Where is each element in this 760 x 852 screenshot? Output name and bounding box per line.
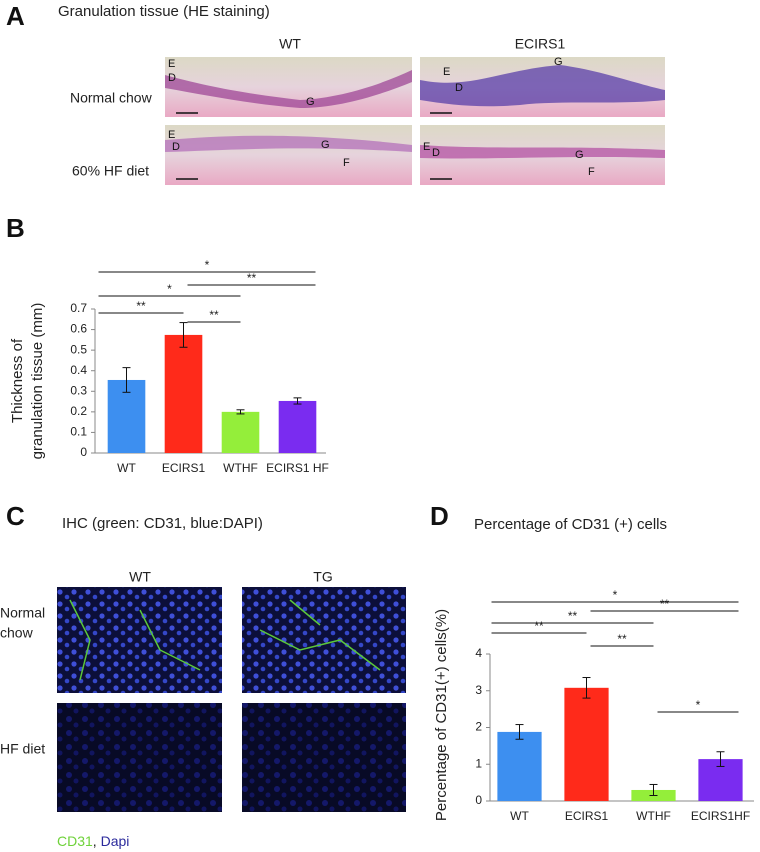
image-label: D bbox=[172, 141, 180, 153]
x-tick-label: WT bbox=[510, 809, 529, 823]
tissue bbox=[420, 65, 665, 107]
panel-letter: D bbox=[430, 501, 449, 531]
y-tick-label: 2 bbox=[475, 720, 482, 734]
image-label: D bbox=[455, 82, 463, 94]
ihc-image bbox=[57, 703, 222, 812]
image-label: E bbox=[168, 129, 175, 141]
row-label: HF diet bbox=[0, 741, 45, 757]
bar bbox=[164, 334, 203, 453]
image-label: E bbox=[443, 66, 450, 78]
image-label: E bbox=[423, 141, 430, 153]
significance-label: ** bbox=[247, 271, 257, 285]
image-label: G bbox=[306, 96, 315, 108]
significance-label: ** bbox=[534, 619, 544, 633]
vessel bbox=[259, 599, 381, 671]
significance-label: ** bbox=[209, 308, 219, 322]
significance-label: * bbox=[696, 698, 701, 712]
vessel bbox=[69, 599, 201, 681]
panel-letter: A bbox=[6, 1, 25, 31]
legend-entry: Dapi bbox=[101, 833, 130, 849]
legend-entry: CD31 bbox=[57, 833, 93, 849]
row-label: 60% HF diet bbox=[72, 163, 149, 179]
significance-label: ** bbox=[136, 299, 146, 313]
significance-label: * bbox=[205, 258, 210, 272]
y-axis-label: granulation tissue (mm) bbox=[29, 303, 46, 460]
he-images bbox=[165, 57, 665, 185]
column-label: TG bbox=[313, 569, 332, 585]
image-label: D bbox=[432, 147, 440, 159]
significance-label: ** bbox=[568, 609, 578, 623]
y-tick-label: 0.6 bbox=[70, 322, 87, 336]
x-tick-label: WTHF bbox=[223, 461, 258, 475]
he-image bbox=[165, 125, 412, 185]
significance-label: ** bbox=[617, 632, 627, 646]
y-tick-label: 1 bbox=[475, 756, 482, 770]
significance-label: * bbox=[167, 282, 172, 296]
image-label: G bbox=[554, 56, 563, 68]
y-tick-label: 0.5 bbox=[70, 342, 87, 356]
bar bbox=[278, 400, 317, 453]
significance-label: * bbox=[613, 588, 618, 602]
tissue bbox=[165, 135, 412, 152]
ihc-image bbox=[57, 587, 222, 693]
image-label: G bbox=[575, 149, 584, 161]
image-label: E bbox=[168, 58, 175, 70]
tissue bbox=[420, 145, 665, 159]
y-tick-label: 0 bbox=[475, 793, 482, 807]
x-tick-label: ECIRS1 bbox=[162, 461, 206, 475]
significance-label: ** bbox=[660, 597, 670, 611]
x-tick-label: WT bbox=[117, 461, 136, 475]
row-label: Normal bbox=[0, 605, 45, 621]
ihc-images bbox=[57, 587, 406, 812]
bar bbox=[221, 411, 260, 453]
image-label: F bbox=[343, 157, 350, 169]
column-label: WT bbox=[129, 569, 151, 585]
x-tick-label: ECIRS1 bbox=[565, 809, 609, 823]
legend-separator: , bbox=[93, 833, 101, 849]
panel-title: Granulation tissue (HE staining) bbox=[58, 3, 270, 20]
y-tick-label: 0.1 bbox=[70, 425, 87, 439]
ihc-image bbox=[242, 703, 406, 812]
y-tick-label: 3 bbox=[475, 683, 482, 697]
x-tick-label: WTHF bbox=[636, 809, 671, 823]
y-tick-label: 0 bbox=[80, 445, 87, 459]
legend: CD31, Dapi bbox=[57, 833, 129, 849]
bar bbox=[497, 731, 542, 801]
bar bbox=[564, 687, 609, 801]
chart-title: Percentage of CD31 (+) cells bbox=[474, 516, 667, 533]
panel-letter: B bbox=[6, 213, 25, 243]
image-label: F bbox=[588, 166, 595, 178]
y-tick-label: 0.3 bbox=[70, 383, 87, 397]
x-tick-label: ECIRS1HF bbox=[691, 809, 750, 823]
y-axis-label: Thickness of bbox=[9, 338, 26, 423]
column-label: WT bbox=[279, 36, 301, 52]
tissue bbox=[165, 70, 412, 108]
row-label: chow bbox=[0, 625, 34, 641]
y-tick-label: 0.2 bbox=[70, 404, 87, 418]
panel-letter: C bbox=[6, 501, 25, 531]
image-label: G bbox=[321, 139, 330, 151]
row-label: Normal chow bbox=[70, 90, 153, 106]
x-tick-label: ECIRS1 HF bbox=[266, 461, 329, 475]
ihc-image bbox=[242, 587, 406, 693]
column-label: ECIRS1 bbox=[515, 36, 566, 52]
panel-title: IHC (green: CD31, blue:DAPI) bbox=[62, 515, 263, 532]
y-tick-label: 0.7 bbox=[70, 301, 87, 315]
y-axis-label: Percentage of CD31(+) cells(%) bbox=[433, 609, 450, 821]
y-tick-label: 0.4 bbox=[70, 363, 87, 377]
y-tick-label: 4 bbox=[475, 646, 482, 660]
image-label: D bbox=[168, 72, 176, 84]
